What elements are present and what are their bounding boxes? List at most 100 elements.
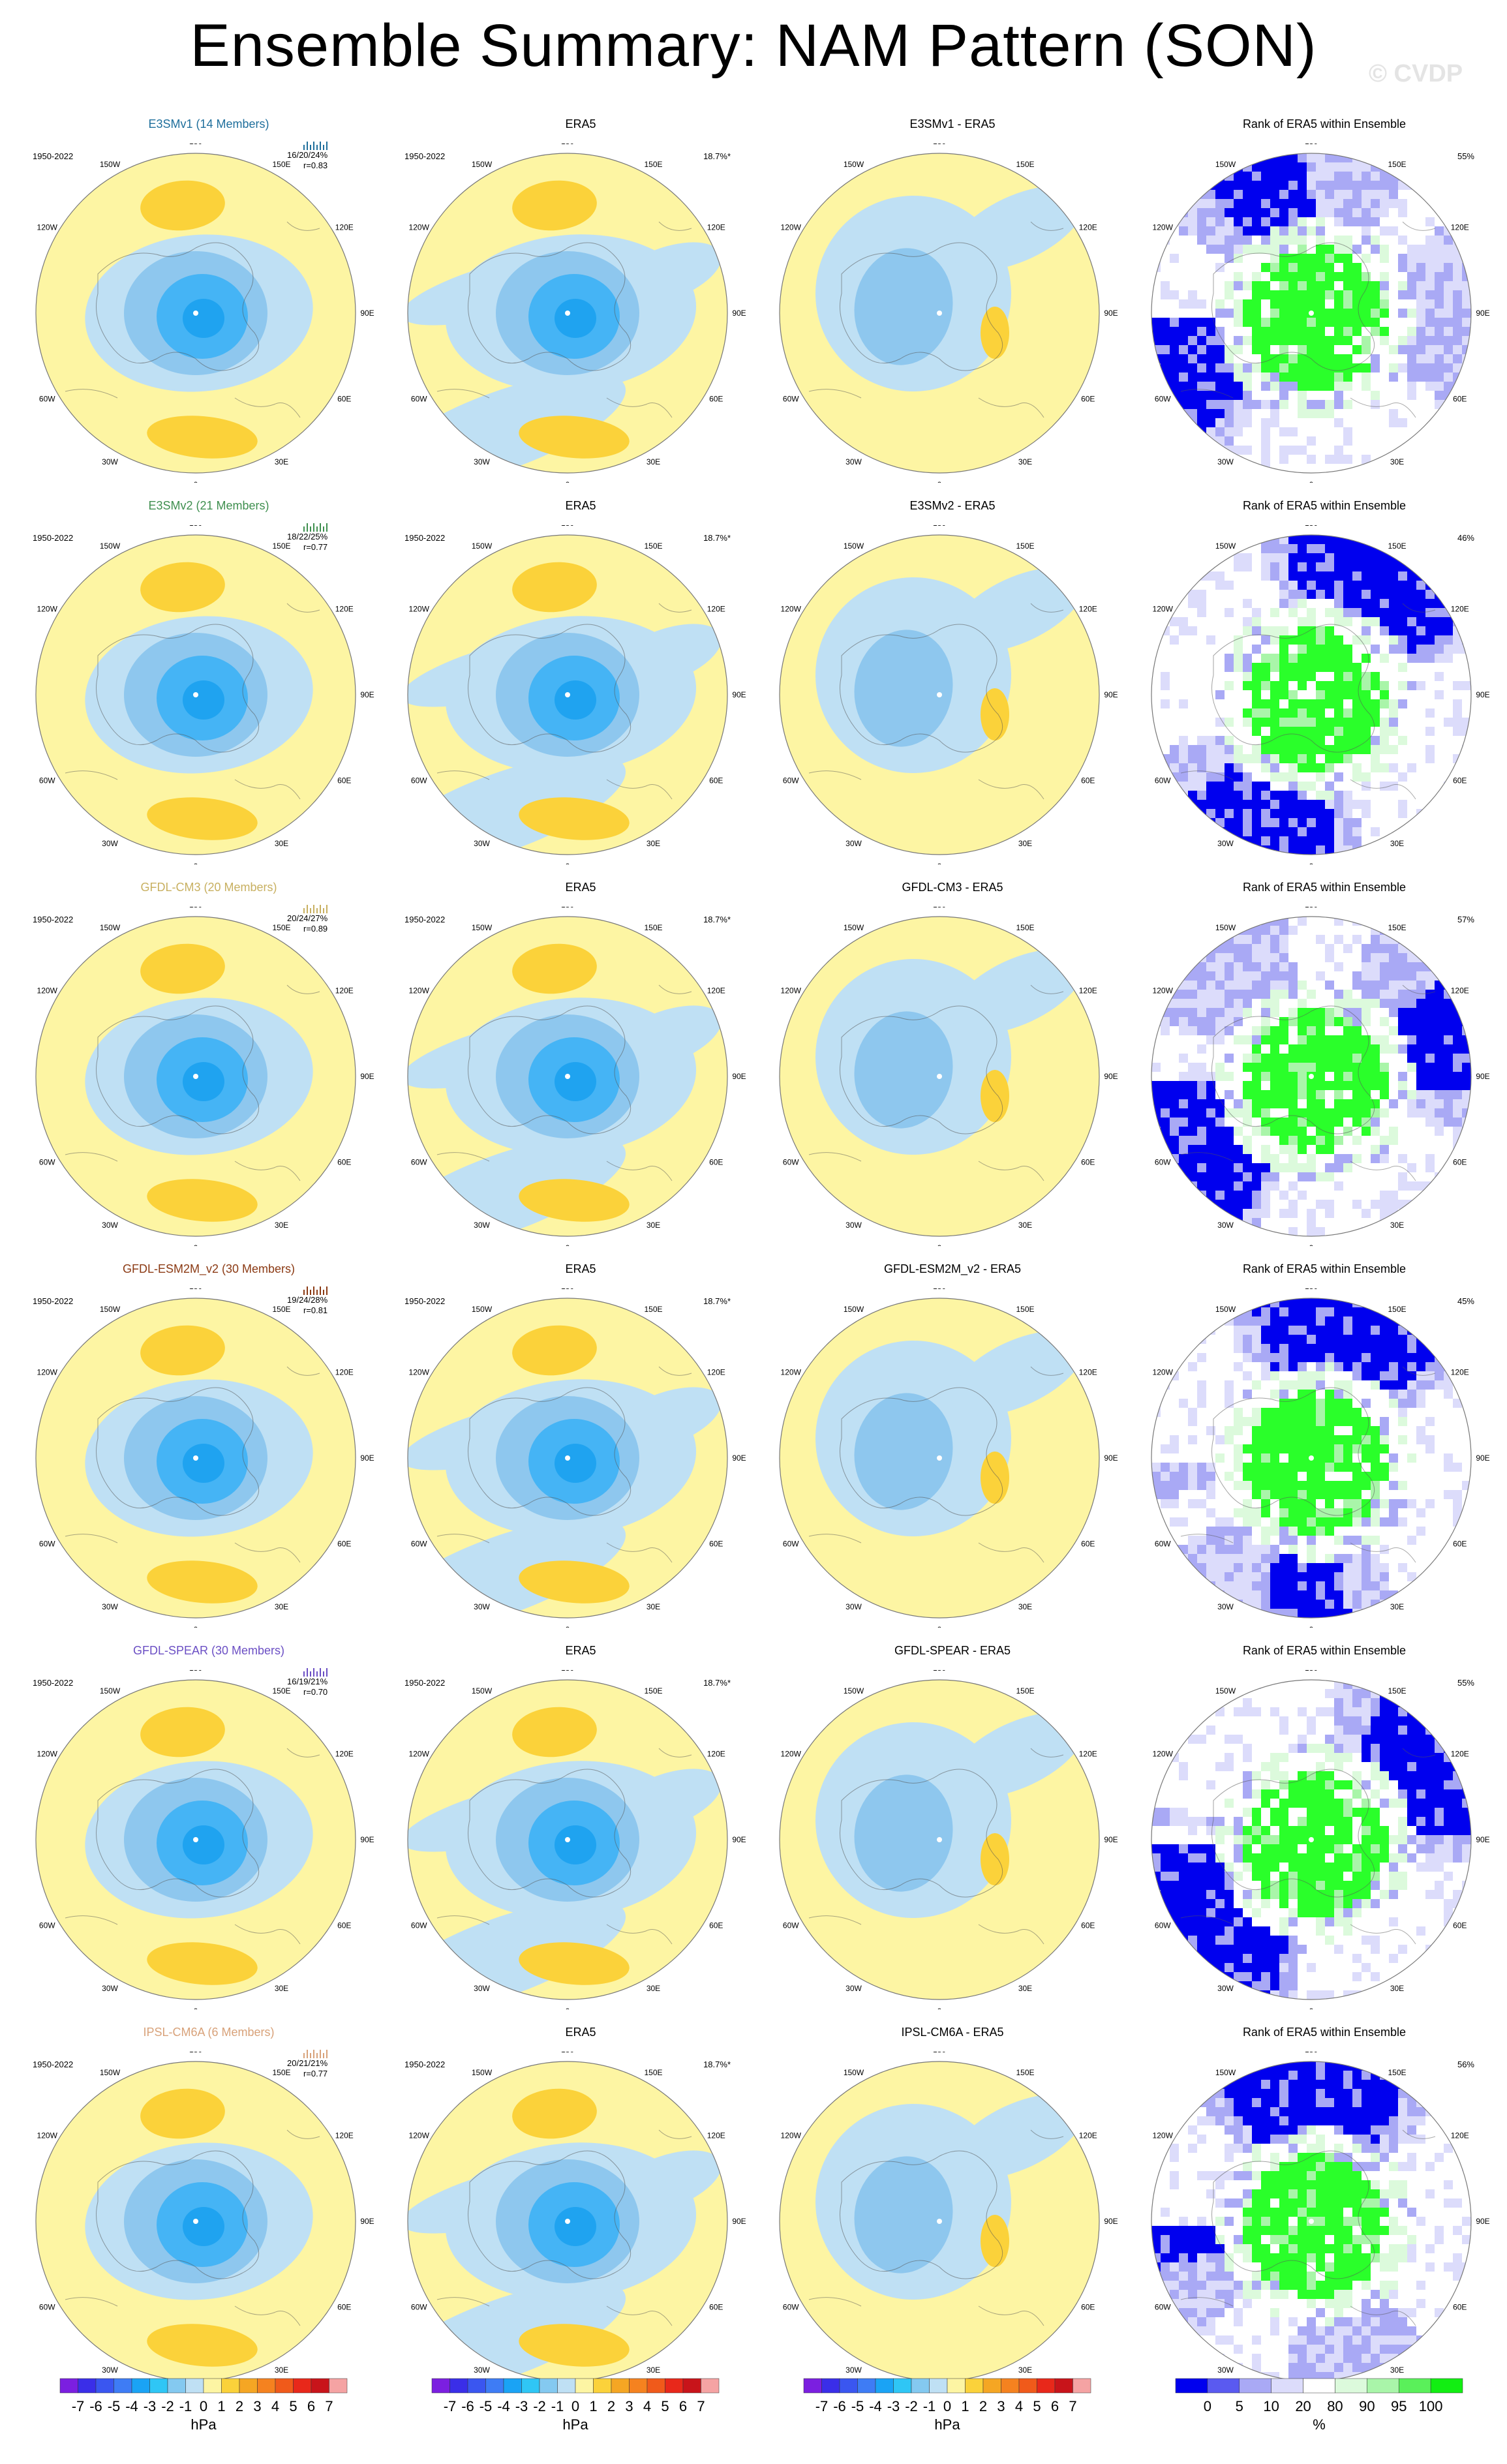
longitude-label: 180 xyxy=(1305,907,1318,909)
colorbar-tick: 6 xyxy=(307,2398,315,2414)
coastline xyxy=(840,624,1003,753)
colorbar-swatch xyxy=(1175,2378,1208,2394)
coastline xyxy=(840,242,1003,371)
colorbar-swatch xyxy=(1239,2378,1271,2394)
ensemble-stats: 19/24/28% r=0.81 xyxy=(287,1283,328,1316)
colorbar-hpa-3-svg: -7 -6 -5 -4 -3 -2 -1 0 1 2 3 4 5 6 7 hPa xyxy=(803,2378,1091,2433)
coastline xyxy=(65,603,320,800)
polar-map-diff: 180150E120E90E60E30E030W60W90W120W150W xyxy=(776,1288,1118,1628)
panel-title: Rank of ERA5 within Ensemble xyxy=(1242,117,1407,130)
longitude-label: 150W xyxy=(100,1686,121,1696)
positive-anomaly xyxy=(512,180,597,231)
colorbar-tick: -2 xyxy=(533,2398,546,2414)
colorbar-hpa-2-svg: -7 -6 -5 -4 -3 -2 -1 0 1 2 3 4 5 6 7 hPa xyxy=(431,2378,720,2433)
positive-anomaly xyxy=(140,943,225,994)
longitude-label: 60E xyxy=(337,2303,351,2312)
member-bar xyxy=(303,1671,305,1677)
colorbar-tick: 2 xyxy=(607,2398,615,2414)
longitude-label: 120E xyxy=(707,2131,725,2140)
member-bar xyxy=(313,905,315,913)
longitude-label: 150W xyxy=(1215,1305,1236,1314)
longitude-label: 150W xyxy=(1215,923,1236,932)
member-bar xyxy=(320,905,322,913)
longitude-label: 150W xyxy=(844,923,864,932)
explained-variance-label: 18.7%* xyxy=(703,2060,731,2069)
longitude-label: 60E xyxy=(709,2303,723,2312)
colorbar-swatch xyxy=(665,2378,684,2394)
positive-anomaly xyxy=(512,943,597,994)
panel-title: Rank of ERA5 within Ensemble xyxy=(1242,881,1407,894)
longitude-label: 90E xyxy=(360,1072,374,1081)
longitude-label: 150E xyxy=(272,1686,290,1696)
longitude-label: 60W xyxy=(411,1921,427,1930)
panel-diff-row-2: E3SMv2 - ERA5 180 150E 120E 90E 60E 30E 0 30W 60W… xyxy=(776,499,1129,864)
longitude-label: 120W xyxy=(781,1368,802,1377)
colorbar-tick: 2 xyxy=(236,2398,243,2414)
ensemble-stats: 18/22/25% r=0.77 xyxy=(287,520,328,553)
longitude-label: 120W xyxy=(1153,223,1174,232)
polar-map-era5: 180150E120E90E60E30E030W60W90W120W150W xyxy=(404,2052,746,2391)
longitude-label: 150W xyxy=(1215,541,1236,551)
colorbar-tick: 0 xyxy=(200,2398,207,2414)
longitude-label: 150E xyxy=(1016,1686,1034,1696)
colorbar-swatch xyxy=(1001,2378,1020,2394)
colorbar-tick: -4 xyxy=(497,2398,510,2414)
explained-variance-label: 18.7%* xyxy=(703,151,731,161)
colorbar-tick: -5 xyxy=(480,2398,493,2414)
longitude-label: 180 xyxy=(1305,2052,1318,2054)
negative-anomaly xyxy=(183,2207,224,2246)
longitude-label: 60W xyxy=(411,395,427,404)
longitude-label: 30E xyxy=(275,839,288,848)
longitude-label: 30E xyxy=(1390,2365,1404,2375)
coastline xyxy=(468,1005,632,1134)
member-bar xyxy=(313,1668,315,1677)
colorbar-tick: 95 xyxy=(1391,2398,1407,2414)
longitude-label: 150W xyxy=(1215,2068,1236,2077)
polar-map-model: 180150E120E90E60E30E030W60W90W120W150W xyxy=(33,1670,374,2009)
longitude-label: 150W xyxy=(100,923,121,932)
longitude-label: 0 xyxy=(194,1243,198,1246)
colorbar-swatch xyxy=(557,2378,576,2394)
member-bar xyxy=(326,1286,328,1295)
positive-anomaly xyxy=(147,1942,258,1985)
member-bar xyxy=(303,1290,305,1295)
longitude-label: 180 xyxy=(1305,1288,1318,1291)
colorbar-swatch xyxy=(893,2378,912,2394)
longitude-label: 60W xyxy=(783,1921,799,1930)
coastline xyxy=(436,221,692,418)
negative-anomaly xyxy=(555,1825,596,1864)
longitude-label: 150E xyxy=(272,2068,290,2077)
member-bar xyxy=(326,142,328,150)
longitude-label: 60W xyxy=(1155,776,1171,785)
period-label: 1950-2022 xyxy=(404,151,446,161)
longitude-label: 0 xyxy=(194,480,198,483)
member-bar xyxy=(323,2053,325,2058)
coastline xyxy=(840,2150,1003,2279)
coastline xyxy=(808,2129,1064,2326)
colorbar-rank-svg: 0 5 10 20 80 90 95 100% xyxy=(1175,2378,1463,2433)
longitude-label: 120E xyxy=(1451,1368,1469,1377)
colorbar-swatch xyxy=(1303,2378,1335,2394)
coastline xyxy=(840,1387,1003,1516)
longitude-label: 30W xyxy=(1217,1984,1234,1993)
colorbar-tick: -5 xyxy=(108,2398,121,2414)
coastline xyxy=(1180,603,1436,800)
coastline xyxy=(436,2129,692,2326)
panel-title: ERA5 xyxy=(565,117,596,130)
positive-anomaly xyxy=(512,1325,597,1376)
pattern-correlation: r=0.81 xyxy=(303,1305,328,1315)
longitude-label: 150E xyxy=(272,541,290,551)
colorbar-swatch xyxy=(114,2378,132,2394)
longitude-label: 90E xyxy=(1476,1072,1489,1081)
page-title: Ensemble Summary: NAM Pattern (SON) xyxy=(190,12,1317,79)
coastline xyxy=(96,624,260,753)
member-bar xyxy=(316,908,318,913)
coastline xyxy=(96,1005,260,1134)
longitude-label: 120E xyxy=(1079,1368,1097,1377)
negative-anomaly xyxy=(183,680,224,720)
polar-map-diff: 180150E120E90E60E30E030W60W90W120W150W xyxy=(776,525,1118,864)
pole-marker xyxy=(193,1837,198,1842)
colorbar-swatch xyxy=(485,2378,504,2394)
rank-percent-label: 55% xyxy=(1457,151,1474,161)
longitude-label: 180 xyxy=(561,1288,574,1291)
